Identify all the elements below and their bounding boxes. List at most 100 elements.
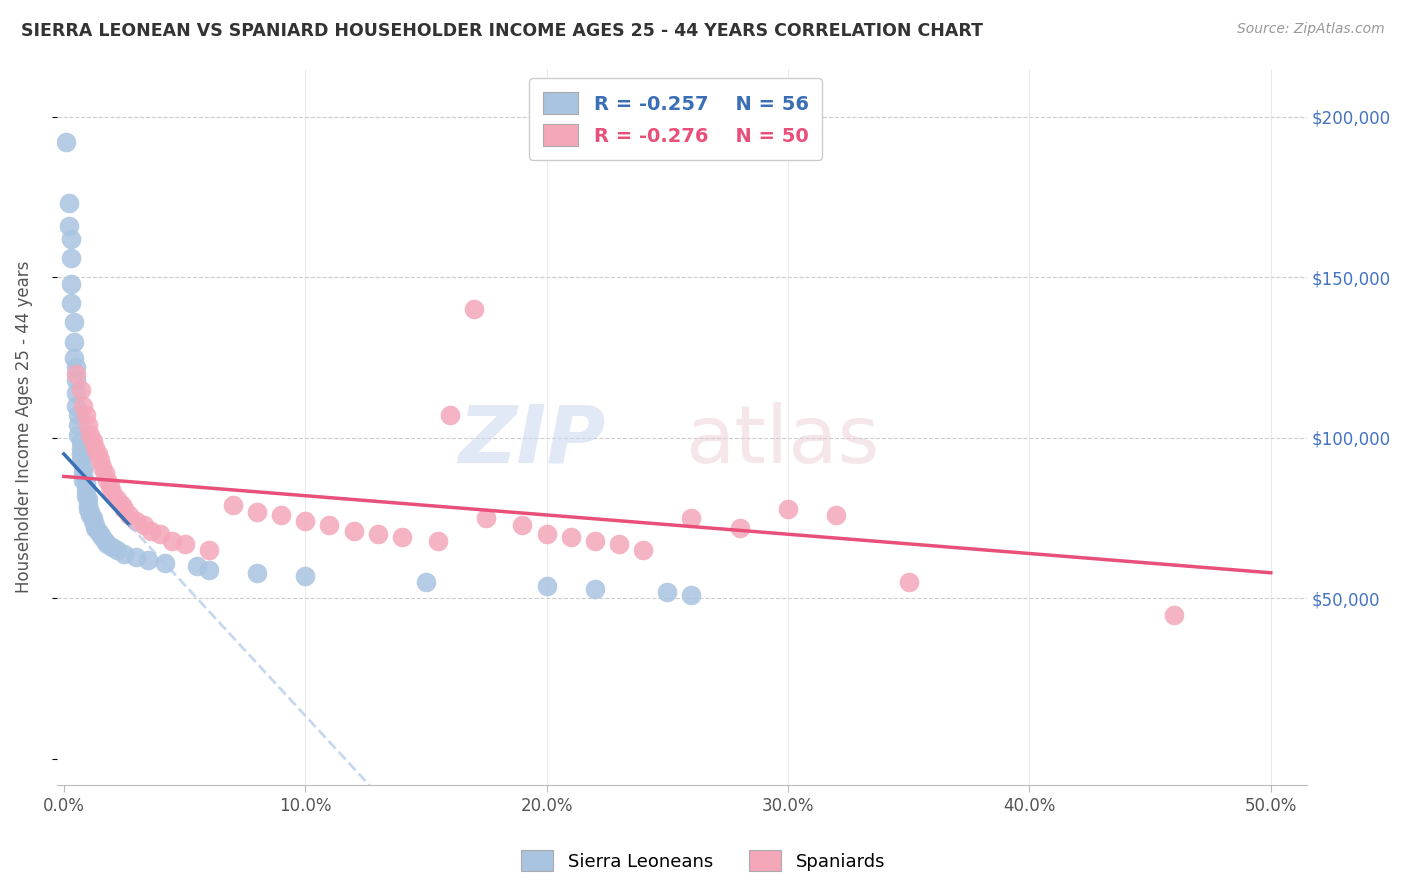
Point: [1163, 607, 1185, 622]
Point: [79, 505, 101, 519]
Point: [728, 521, 751, 535]
Point: [825, 508, 848, 522]
Point: [72, 467, 94, 481]
Point: [536, 579, 558, 593]
Point: [75, 489, 97, 503]
Point: [475, 511, 498, 525]
Point: [75, 483, 97, 497]
Point: [62, 351, 84, 365]
Point: [75, 409, 97, 423]
Point: [67, 409, 90, 423]
Point: [60, 296, 83, 310]
Point: [82, 515, 104, 529]
Point: [94, 467, 117, 481]
Point: [560, 531, 582, 545]
Point: [186, 559, 208, 574]
Point: [62, 334, 84, 349]
Point: [162, 533, 184, 548]
Y-axis label: Householder Income Ages 25 - 44 years: Householder Income Ages 25 - 44 years: [15, 260, 32, 593]
Legend: Sierra Leoneans, Spaniards: Sierra Leoneans, Spaniards: [513, 843, 893, 879]
Point: [367, 527, 389, 541]
Point: [67, 427, 90, 442]
Point: [246, 505, 269, 519]
Point: [89, 453, 111, 467]
Point: [98, 479, 121, 493]
Point: [138, 553, 160, 567]
Point: [681, 588, 703, 602]
Point: [94, 533, 117, 548]
Point: [69, 383, 91, 397]
Point: [583, 582, 606, 596]
Point: [101, 540, 124, 554]
Point: [607, 537, 630, 551]
Point: [86, 447, 108, 461]
Point: [82, 511, 104, 525]
Point: [112, 501, 135, 516]
Point: [112, 547, 135, 561]
Point: [72, 459, 94, 474]
Point: [65, 373, 87, 387]
Point: [681, 511, 703, 525]
Point: [69, 434, 91, 448]
Point: [631, 543, 654, 558]
Point: [105, 543, 128, 558]
Point: [222, 499, 245, 513]
Point: [77, 417, 100, 432]
Point: [65, 399, 87, 413]
Point: [65, 367, 87, 381]
Point: [125, 515, 148, 529]
Point: [82, 434, 104, 448]
Point: [318, 517, 340, 532]
Point: [512, 517, 534, 532]
Point: [79, 508, 101, 522]
Text: ZIP: ZIP: [458, 402, 606, 480]
Point: [55, 136, 77, 150]
Point: [342, 524, 364, 538]
Point: [84, 441, 107, 455]
Point: [84, 521, 107, 535]
Point: [463, 302, 485, 317]
Point: [439, 409, 461, 423]
Point: [111, 499, 134, 513]
Point: [79, 427, 101, 442]
Point: [270, 508, 292, 522]
Point: [776, 501, 799, 516]
Point: [101, 485, 124, 500]
Point: [427, 533, 450, 548]
Point: [415, 575, 437, 590]
Point: [69, 441, 91, 455]
Point: [294, 515, 316, 529]
Point: [77, 491, 100, 506]
Point: [197, 543, 219, 558]
Point: [65, 360, 87, 375]
Point: [173, 537, 195, 551]
Point: [67, 417, 90, 432]
Point: [897, 575, 920, 590]
Point: [84, 517, 107, 532]
Point: [155, 556, 177, 570]
Point: [391, 531, 413, 545]
Point: [132, 517, 155, 532]
Point: [125, 549, 148, 564]
Point: [149, 527, 172, 541]
Point: [65, 385, 87, 400]
Point: [69, 453, 91, 467]
Point: [58, 196, 80, 211]
Point: [60, 277, 83, 291]
Point: [197, 563, 219, 577]
Point: [77, 501, 100, 516]
Point: [91, 531, 114, 545]
Point: [60, 251, 83, 265]
Point: [77, 499, 100, 513]
Point: [96, 537, 118, 551]
Point: [246, 566, 269, 580]
Point: [91, 459, 114, 474]
Point: [60, 232, 83, 246]
Text: atlas: atlas: [685, 402, 879, 480]
Point: [75, 475, 97, 490]
Point: [86, 524, 108, 538]
Point: [96, 473, 118, 487]
Point: [72, 473, 94, 487]
Point: [583, 533, 606, 548]
Point: [69, 447, 91, 461]
